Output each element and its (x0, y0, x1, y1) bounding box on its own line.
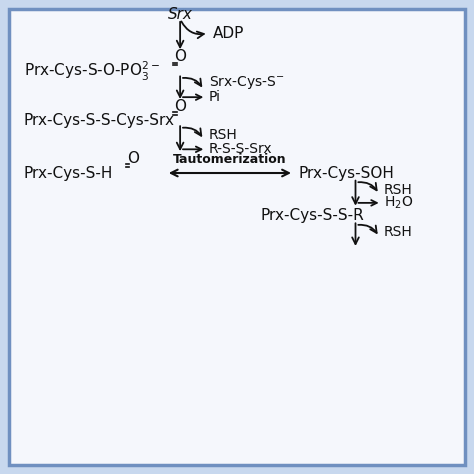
FancyBboxPatch shape (9, 9, 465, 465)
Text: Prx-Cys-S-S-Cys-Srx: Prx-Cys-S-S-Cys-Srx (24, 113, 175, 128)
Text: H$_2$O: H$_2$O (384, 195, 413, 211)
Text: ADP: ADP (213, 26, 245, 41)
Text: Prx-Cys-S-O-PO$_3^{2-}$: Prx-Cys-S-O-PO$_3^{2-}$ (24, 60, 160, 82)
Text: RSH: RSH (384, 182, 413, 197)
Text: O: O (174, 99, 186, 114)
Text: Prx-Cys-S-S-R: Prx-Cys-S-S-R (261, 208, 365, 223)
Text: R-S-S-Srx: R-S-S-Srx (209, 142, 272, 156)
Text: O: O (127, 151, 139, 166)
Text: Prx-Cys-SOH: Prx-Cys-SOH (299, 165, 394, 181)
Text: Srx-Cys-S$^{-}$: Srx-Cys-S$^{-}$ (209, 74, 284, 91)
Text: RSH: RSH (209, 128, 237, 142)
Text: Srx: Srx (168, 7, 192, 22)
Text: Pi: Pi (209, 90, 220, 104)
Text: Prx-Cys-S-H: Prx-Cys-S-H (24, 165, 113, 181)
Text: Tautomerization: Tautomerization (173, 153, 287, 166)
Text: RSH: RSH (384, 225, 413, 239)
Text: O: O (174, 49, 186, 64)
